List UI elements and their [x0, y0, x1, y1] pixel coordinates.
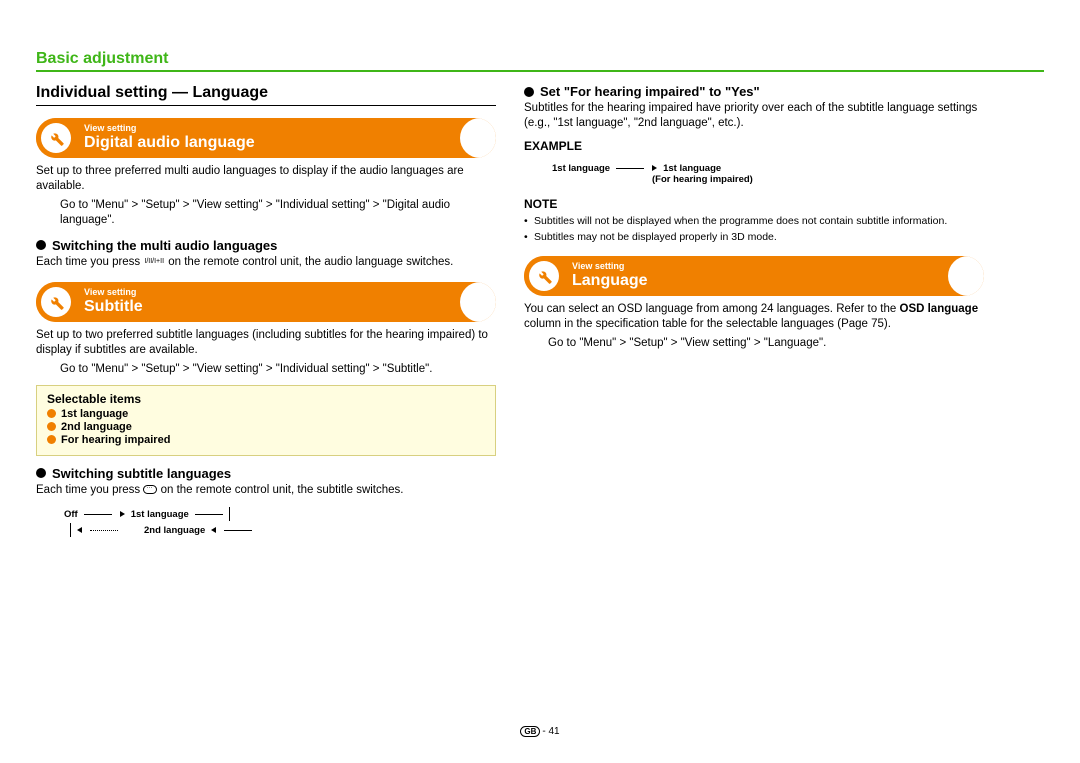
- section-title: Individual setting — Language: [36, 84, 496, 106]
- wrench-icon: [524, 256, 564, 296]
- menu-path: Go to "Menu" > "Setup" > "View setting" …: [548, 336, 984, 351]
- body-text: Set up to two preferred subtitle languag…: [36, 328, 496, 358]
- body-text: Subtitles for the hearing impaired have …: [524, 101, 984, 131]
- remote-button-icon: I/II/I+II: [143, 258, 165, 265]
- page-footer: GB- 41: [0, 726, 1080, 737]
- wrench-icon: [36, 282, 76, 322]
- wrench-icon: [36, 118, 76, 158]
- example-label: EXAMPLE: [524, 139, 984, 153]
- left-column: Individual setting — Language View setti…: [36, 84, 496, 543]
- remote-button-icon: [143, 485, 157, 494]
- selectable-item: For hearing impaired: [47, 434, 485, 446]
- example-flow-diagram: 1st language 1st language (For hearing i…: [524, 157, 984, 189]
- setting-name: Subtitle: [84, 298, 456, 316]
- setting-header-language: View setting Language: [524, 256, 984, 296]
- setting-category: View setting: [84, 288, 456, 298]
- subtitle-flow-diagram: Off 1st language 2nd language: [36, 501, 496, 543]
- setting-header-subtitle: View setting Subtitle: [36, 282, 496, 322]
- setting-name: Digital audio language: [84, 134, 456, 152]
- note-item: Subtitles may not be displayed properly …: [524, 231, 984, 245]
- region-badge: GB: [520, 726, 540, 737]
- setting-name: Language: [572, 272, 944, 290]
- subheading-hearing-impaired: Set "For hearing impaired" to "Yes": [524, 84, 984, 99]
- menu-path: Go to "Menu" > "Setup" > "View setting" …: [60, 362, 496, 377]
- body-text: You can select an OSD language from amon…: [524, 302, 984, 332]
- note-label: NOTE: [524, 197, 984, 211]
- setting-header-digital-audio: View setting Digital audio language: [36, 118, 496, 158]
- note-list: Subtitles will not be displayed when the…: [524, 215, 984, 244]
- setting-category: View setting: [84, 124, 456, 134]
- right-column: Set "For hearing impaired" to "Yes" Subt…: [524, 84, 984, 543]
- note-item: Subtitles will not be displayed when the…: [524, 215, 984, 229]
- setting-category: View setting: [572, 262, 944, 272]
- header-rule: [36, 70, 1044, 72]
- selectable-items-box: Selectable items 1st language 2nd langua…: [36, 385, 496, 456]
- selectable-items-title: Selectable items: [47, 392, 485, 406]
- page-number: - 41: [542, 726, 559, 737]
- subheading-switch-audio: Switching the multi audio languages: [36, 238, 496, 253]
- selectable-item: 1st language: [47, 408, 485, 420]
- menu-path: Go to "Menu" > "Setup" > "View setting" …: [60, 198, 496, 228]
- body-text: Each time you press I/II/I+II on the rem…: [36, 255, 496, 270]
- body-text: Each time you press on the remote contro…: [36, 483, 496, 498]
- selectable-item: 2nd language: [47, 421, 485, 433]
- page-header: Basic adjustment: [36, 50, 1044, 68]
- subheading-switch-subtitle: Switching subtitle languages: [36, 466, 496, 481]
- body-text: Set up to three preferred multi audio la…: [36, 164, 496, 194]
